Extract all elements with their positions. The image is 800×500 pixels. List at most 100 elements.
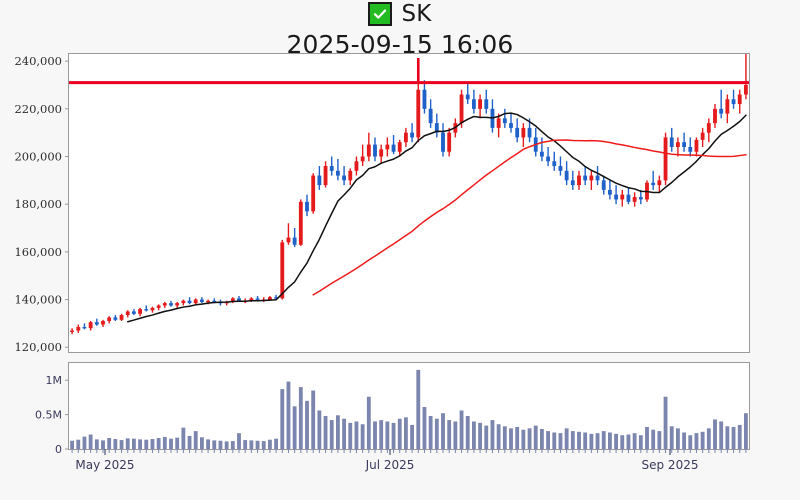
- volume-bar: [743, 413, 748, 449]
- volume-bar: [403, 417, 408, 449]
- volume-bar: [169, 438, 173, 449]
- volume-bar: [255, 440, 260, 449]
- volume-bar: [199, 437, 204, 449]
- candle-body: [601, 180, 606, 190]
- candle-body: [632, 197, 637, 202]
- candle-body: [366, 144, 371, 157]
- volume-bar: [391, 422, 396, 449]
- volume-bar: [645, 426, 649, 449]
- candle-body: [144, 309, 149, 311]
- candle-body: [76, 326, 81, 331]
- volume-bar: [570, 431, 575, 449]
- candle-body: [292, 237, 297, 245]
- candle-body: [354, 161, 359, 171]
- candle-body: [706, 123, 711, 133]
- price-tick-label: 140,000: [14, 293, 62, 307]
- volume-bar: [731, 426, 736, 449]
- candle-body: [385, 144, 390, 150]
- candle-body: [447, 132, 452, 152]
- volume-bar: [682, 432, 686, 449]
- candle-body: [626, 194, 631, 202]
- price-tick-label: 180,000: [14, 197, 62, 211]
- candle-body: [422, 89, 427, 109]
- candle-body: [348, 170, 353, 181]
- candle-body: [607, 189, 612, 195]
- candlestick-series: [70, 54, 748, 335]
- volume-bar: [317, 410, 322, 449]
- volume-bar: [484, 425, 489, 449]
- candle-body: [187, 300, 192, 304]
- candle-body: [274, 297, 278, 299]
- volume-bar: [441, 413, 445, 449]
- volume-bar: [651, 429, 656, 449]
- volume-axis-ticks: 1M 0.5M 0: [35, 374, 69, 456]
- candle-body: [410, 132, 414, 138]
- candle-body: [391, 144, 396, 152]
- candle-body: [237, 298, 241, 301]
- candle-body: [496, 118, 501, 128]
- candle-body: [101, 321, 105, 325]
- candle-body: [107, 317, 112, 322]
- volume-bar: [311, 390, 316, 449]
- candle-body: [88, 322, 93, 329]
- volume-bar: [101, 440, 105, 449]
- volume-bar: [453, 421, 458, 449]
- candle-body: [614, 194, 618, 200]
- chart-container: 240,000 220,000 200,000 180,000 160,000 140,0…: [0, 50, 800, 500]
- volume-bar: [249, 440, 254, 449]
- volume-bar: [737, 424, 742, 449]
- candle-body: [509, 123, 513, 128]
- volume-bar: [459, 410, 464, 449]
- candle-body: [688, 146, 693, 152]
- candle-body: [657, 180, 662, 186]
- volume-bar: [181, 427, 186, 449]
- candle-body: [539, 151, 544, 157]
- volume-bar: [94, 439, 99, 449]
- candle-body: [484, 99, 489, 109]
- volume-bar: [76, 439, 81, 449]
- volume-bar: [620, 435, 625, 449]
- candle-body: [323, 166, 328, 186]
- price-tick-label: 160,000: [14, 245, 62, 259]
- candle-body: [175, 303, 180, 306]
- candle-body: [564, 170, 569, 181]
- price-tick-label: 220,000: [14, 102, 62, 116]
- volume-bar: [688, 435, 693, 449]
- volume-bar: [490, 420, 495, 449]
- volume-bar: [595, 433, 600, 449]
- volume-bar: [113, 439, 118, 449]
- volume-bar: [502, 426, 507, 449]
- candle-body: [675, 142, 680, 147]
- volume-bar: [410, 424, 414, 449]
- volume-bar: [614, 433, 618, 449]
- volume-bar: [131, 438, 136, 449]
- volume-bar: [669, 426, 674, 449]
- volume-bar: [509, 428, 513, 449]
- volume-bar: [478, 422, 482, 449]
- volume-bar: [422, 407, 427, 449]
- volume-bar: [577, 431, 581, 449]
- volume-bar: [360, 424, 365, 449]
- volume-tick-label: 0: [55, 443, 62, 456]
- volume-bar: [546, 431, 550, 449]
- candle-body: [162, 303, 167, 306]
- volume-bar: [607, 432, 612, 449]
- volume-bar: [187, 435, 192, 449]
- ma-long-line: [312, 139, 747, 296]
- volume-bar: [385, 421, 390, 449]
- ticker-checkbox[interactable]: [368, 2, 393, 26]
- volume-bar: [583, 432, 588, 449]
- candle-body: [502, 118, 507, 124]
- volume-bar: [156, 437, 161, 449]
- volume-bar: [706, 428, 711, 449]
- volume-bar: [663, 396, 668, 449]
- volume-bar: [434, 418, 439, 449]
- volume-bar: [267, 439, 272, 449]
- volume-bar: [329, 420, 334, 449]
- candle-body: [113, 317, 118, 320]
- candle-body: [286, 237, 291, 243]
- volume-bar: [286, 381, 291, 449]
- stock-chart[interactable]: 240,000 220,000 200,000 180,000 160,000 140,0…: [0, 50, 800, 500]
- volume-bar: [428, 415, 433, 449]
- candle-body: [230, 298, 235, 302]
